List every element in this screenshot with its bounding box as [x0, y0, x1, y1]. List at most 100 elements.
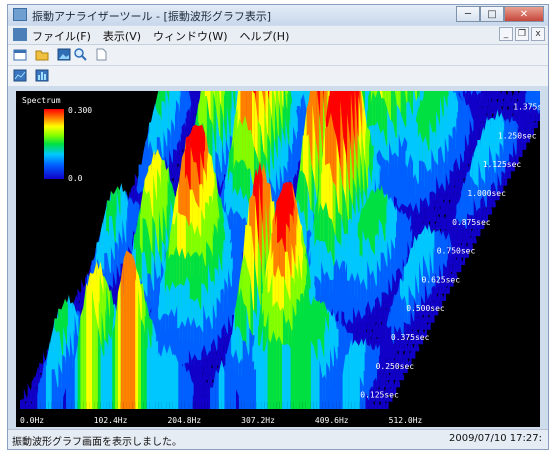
child-window-controls: _ ❐ x	[499, 27, 545, 41]
child-restore-button[interactable]: ❐	[515, 27, 529, 41]
surface-segment	[491, 91, 495, 107]
surface-segment	[174, 125, 177, 157]
surface-segment	[490, 102, 494, 114]
surface-segment	[516, 136, 520, 157]
surface-segment	[497, 172, 501, 193]
minimize-button[interactable]: ─	[456, 6, 480, 22]
surface-segment	[172, 155, 176, 172]
surface-segment	[179, 139, 183, 157]
surface-segment	[422, 197, 426, 215]
surface-segment	[488, 165, 491, 201]
child-minimize-button[interactable]: _	[499, 27, 513, 41]
surface-segment	[455, 260, 459, 273]
maximize-button[interactable]: □	[480, 6, 504, 22]
surface-segment	[479, 96, 483, 114]
surface-segment	[175, 149, 179, 165]
surface-segment	[538, 110, 540, 121]
surface-segment	[475, 123, 479, 143]
surface-segment	[464, 235, 468, 251]
spectrum-surface: Spectrum 0.300 0.0 0.0Hz 102.4Hz 204.8Hz 30…	[20, 91, 540, 425]
surface-segment	[508, 160, 512, 179]
surface-segment	[511, 94, 515, 107]
surface-segment	[496, 101, 500, 114]
surface-segment	[500, 93, 504, 107]
surface-segment	[478, 214, 482, 229]
surface-segment	[489, 200, 492, 215]
menu-bar: ファイル(F) 表示(V) ウィンドウ(W) ヘルプ(H) _ ❐ x	[8, 26, 548, 45]
surface-segment	[496, 189, 500, 201]
menu-help[interactable]: ヘルプ(H)	[239, 30, 290, 43]
surface-segment	[445, 172, 449, 193]
surface-segment	[443, 192, 447, 208]
app-window: 振動アナライザーツール - [振動波形グラフ表示] ─ □ ✕ ファイル(F) …	[7, 4, 549, 450]
graph-view-icon[interactable]	[13, 69, 27, 82]
spectrum-view-icon[interactable]	[35, 69, 49, 82]
document-icon[interactable]	[94, 48, 108, 61]
surface-segment	[489, 193, 493, 208]
surface-segment	[479, 207, 483, 222]
surface-segment	[112, 270, 116, 294]
title-bar[interactable]: 振動アナライザーツール - [振動波形グラフ表示] ─ □ ✕	[8, 5, 548, 25]
surface-segment	[480, 111, 484, 129]
surface-segment	[445, 271, 448, 287]
window-controls: ─ □ ✕	[456, 6, 544, 23]
surface-segment	[457, 179, 461, 193]
surface-segment	[423, 213, 427, 229]
surface-segment	[454, 265, 458, 280]
zoom-icon[interactable]	[73, 48, 87, 61]
surface-segment	[477, 185, 481, 215]
surface-segment	[459, 250, 463, 265]
menu-file[interactable]: ファイル(F)	[32, 30, 91, 43]
new-window-icon[interactable]	[13, 48, 27, 61]
document-window-icon[interactable]	[13, 28, 27, 41]
surface-segment	[511, 155, 515, 172]
surface-segment	[533, 106, 536, 121]
surface-segment	[456, 157, 460, 179]
surface-segment	[468, 220, 472, 237]
image-icon[interactable]	[57, 48, 71, 61]
surface-segment	[470, 138, 474, 157]
surface-segment	[451, 176, 455, 193]
child-close-button[interactable]: x	[531, 27, 545, 41]
menu-window[interactable]: ウィンドウ(W)	[153, 30, 228, 43]
surface-segment	[448, 201, 452, 215]
surface-segment	[465, 154, 469, 172]
surface-segment	[470, 230, 474, 244]
surface-segment	[475, 214, 479, 229]
surface-segment	[447, 189, 451, 201]
spectrum-3d-chart[interactable]: Spectrum 0.300 0.0 0.0Hz 102.4Hz 204.8Hz 30…	[16, 91, 540, 427]
surface-segment	[459, 227, 463, 244]
surface-segment	[117, 244, 121, 280]
surface-segment	[495, 91, 499, 100]
surface-segment	[509, 153, 512, 172]
surface-segment	[445, 266, 449, 280]
surface-segment	[507, 109, 510, 121]
surface-segment	[438, 192, 442, 208]
surface-segment	[512, 140, 516, 165]
open-folder-icon[interactable]	[35, 48, 49, 61]
surface-segment	[194, 96, 197, 114]
surface-segment	[451, 265, 455, 280]
surface-segment	[433, 209, 437, 222]
surface-segment	[189, 108, 193, 129]
surface-segment	[458, 235, 462, 251]
surface-segment	[458, 264, 462, 273]
surface-segment	[489, 106, 493, 121]
surface-segment	[176, 166, 180, 179]
surface-segment	[500, 177, 504, 193]
surface-segment	[452, 193, 456, 208]
surface-segment	[447, 274, 451, 287]
menu-view[interactable]: 表示(V)	[102, 30, 142, 43]
surface-segment	[492, 107, 496, 121]
surface-segment	[483, 195, 487, 215]
surface-segment	[453, 186, 457, 201]
close-button[interactable]: ✕	[504, 6, 544, 22]
surface-segment	[466, 149, 470, 165]
surface-segment	[532, 111, 535, 129]
surface-segment	[528, 123, 532, 136]
surface-segment	[449, 254, 453, 273]
surface-segment	[462, 164, 465, 179]
surface-segment	[463, 218, 467, 237]
surface-segment	[492, 193, 496, 208]
surface-segment	[471, 134, 475, 150]
